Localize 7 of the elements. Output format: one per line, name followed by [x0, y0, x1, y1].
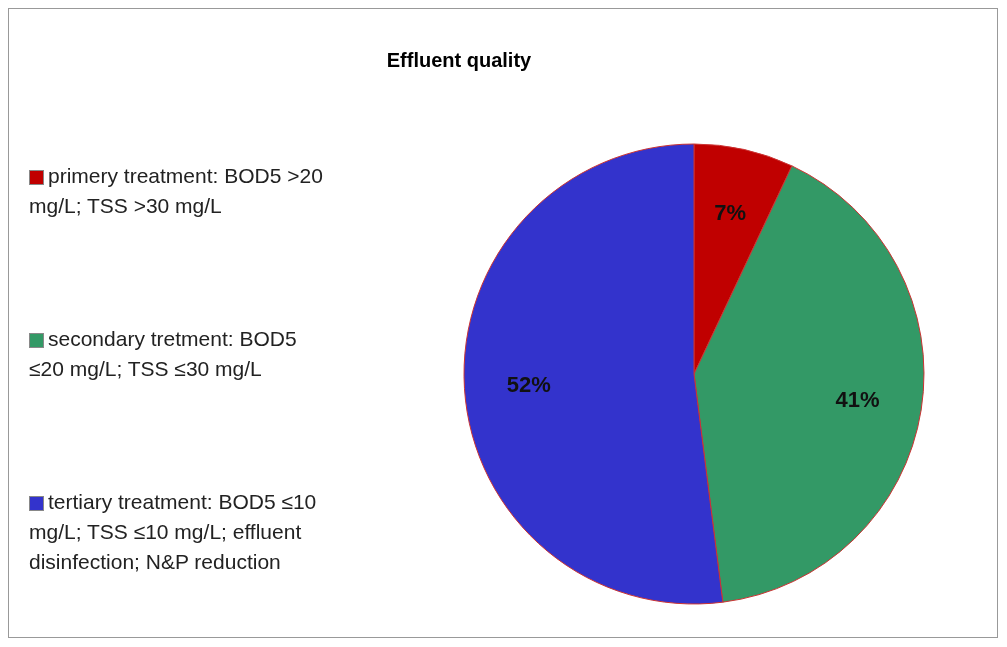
legend-label: tertiary treatment: BOD5 ≤10 mg/L; TSS ≤10 mg/L; effluent disinfection; N&P reduction [29, 490, 317, 574]
data-label: 7% [714, 199, 747, 225]
legend-label: secondary tretment: BOD5 ≤20 mg/L; TSS ≤30 mg/L [29, 326, 297, 380]
chart-title: Effluent quality [385, 49, 533, 72]
data-label: 52% [506, 371, 551, 397]
legend-label: primery treatment: BOD5 >20 mg/L; TSS >30 mg/L [29, 163, 323, 217]
data-label: 41% [835, 387, 880, 413]
